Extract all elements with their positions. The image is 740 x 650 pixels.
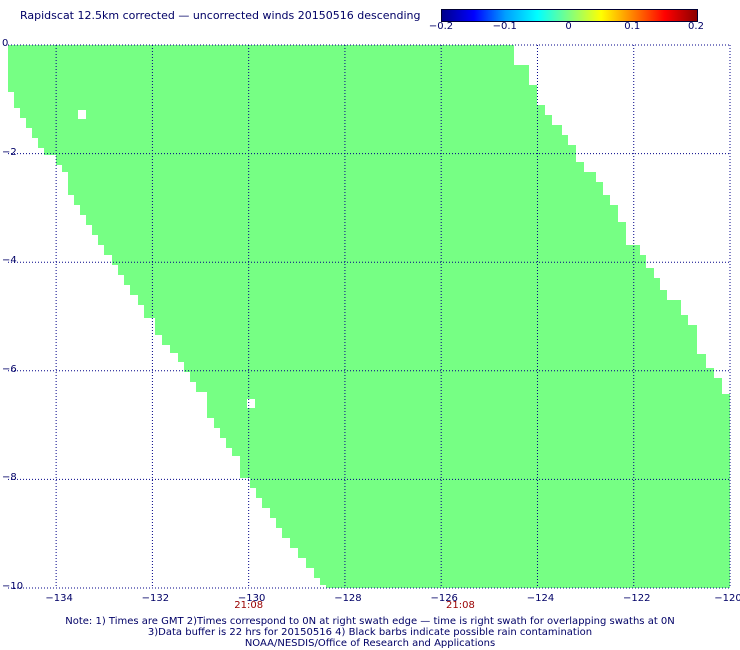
colorbar-tick-label: −0.2 bbox=[428, 21, 454, 32]
data-gap bbox=[78, 110, 86, 119]
data-gap bbox=[247, 399, 255, 408]
y-tick-label: −2 bbox=[2, 146, 17, 158]
colorbar-tick-label: 0 bbox=[565, 21, 572, 32]
swath-time-label: 21:08 bbox=[446, 600, 475, 611]
y-tick-label: −4 bbox=[2, 255, 17, 267]
map-title: Rapidscat 12.5km corrected — uncorrected… bbox=[20, 9, 421, 22]
colorbar-tick-label: −0.1 bbox=[492, 21, 517, 32]
swath-time-label: 21:08 bbox=[234, 600, 264, 611]
x-tick-label: −130 bbox=[237, 593, 266, 604]
x-tick-label: −128 bbox=[334, 593, 362, 604]
x-tick-label: −134 bbox=[45, 593, 73, 604]
y-tick-label: −8 bbox=[2, 472, 17, 484]
note-line-2: 3)Data buffer is 22 hrs for 20150516 4) … bbox=[147, 627, 593, 638]
colorbar bbox=[441, 9, 698, 22]
colorbar-tick-label: 0.1 bbox=[624, 21, 641, 32]
x-tick-label: −126 bbox=[430, 593, 458, 604]
x-tick-label: −120 bbox=[714, 593, 740, 604]
y-tick-label: 0 bbox=[2, 38, 9, 49]
note-line-1: Note: 1) Times are GMT 2)Times correspon… bbox=[65, 616, 675, 627]
x-tick-label: −122 bbox=[622, 593, 651, 604]
x-tick-label: −124 bbox=[526, 593, 555, 604]
wind-swath bbox=[8, 45, 730, 588]
colorbar-tick-label: 0.2 bbox=[688, 21, 704, 32]
note-line-3: NOAA/NESDIS/Office of Research and Appli… bbox=[244, 638, 496, 649]
x-tick-label: −132 bbox=[141, 593, 170, 604]
y-tick-label: −10 bbox=[2, 581, 24, 592]
wind-map bbox=[8, 44, 731, 589]
y-tick-label: −6 bbox=[2, 363, 17, 375]
